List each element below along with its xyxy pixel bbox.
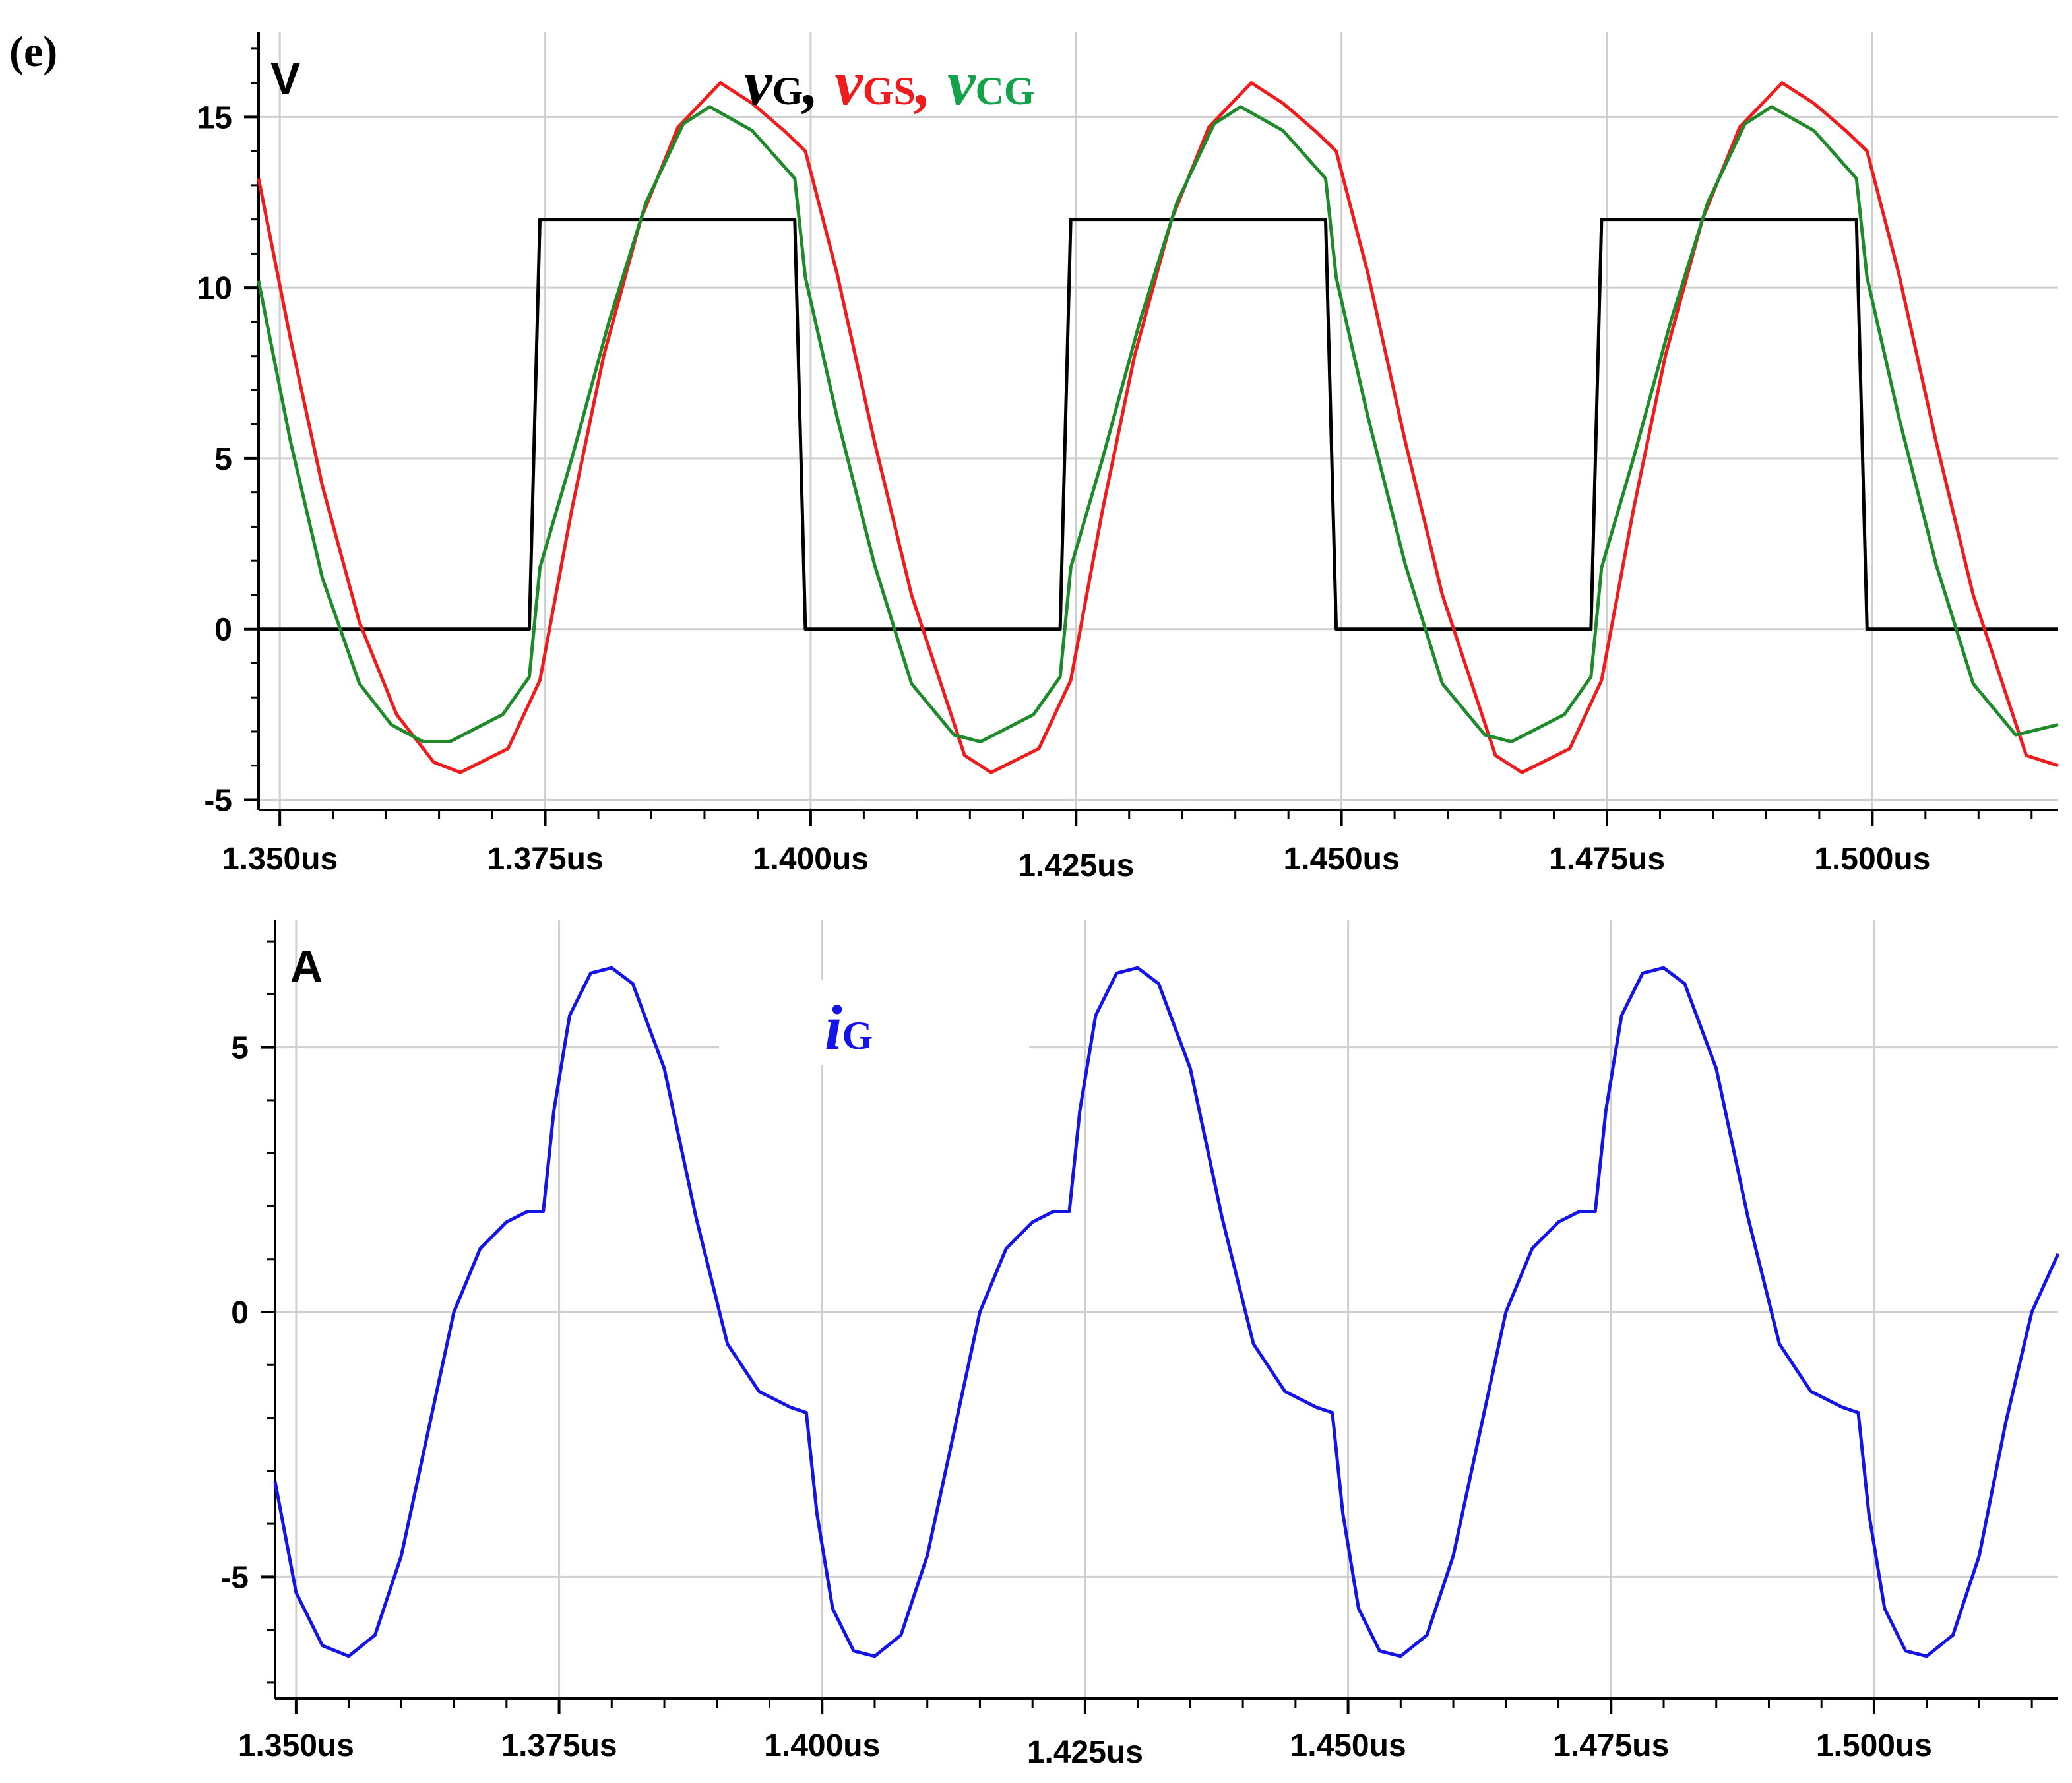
- x-tick-label: 1.400us: [753, 842, 869, 877]
- y-tick-label: 10: [197, 271, 232, 306]
- legend-subscript: G: [842, 1014, 873, 1057]
- x-tick-label: 1.500us: [1814, 842, 1930, 877]
- x-tick-label: 1.350us: [238, 1728, 354, 1763]
- legend-symbol: v: [744, 47, 773, 118]
- legend-symbol: i: [825, 992, 842, 1063]
- legend-symbol: v: [834, 47, 863, 118]
- legend-background: [719, 980, 1029, 1065]
- x-tick-label: 1.500us: [1816, 1728, 1932, 1763]
- x-tick-label: 1.375us: [487, 842, 603, 877]
- y-unit-label: V: [270, 53, 300, 104]
- y-tick-label: -5: [220, 1560, 249, 1595]
- x-tick-label: 1.425us: [1027, 1735, 1143, 1770]
- y-tick-label: 5: [214, 442, 232, 477]
- series-line-vCG: [257, 105, 2059, 743]
- y-tick-label: 0: [214, 613, 232, 648]
- x-tick-label: 1.450us: [1284, 842, 1400, 877]
- legend-subscript: GS: [863, 69, 916, 113]
- x-tick-label: 1.375us: [501, 1728, 617, 1763]
- x-tick-label: 1.350us: [222, 842, 338, 877]
- x-tick-label: 1.475us: [1549, 842, 1665, 877]
- y-tick-label: 15: [197, 100, 232, 135]
- legend-separator: ,: [801, 47, 834, 118]
- x-tick-label: 1.425us: [1018, 848, 1134, 883]
- y-unit-label: A: [290, 941, 323, 991]
- x-tick-label: 1.450us: [1290, 1728, 1406, 1763]
- current-chart: 5 0 -5 1.350us 1.375us 1.400us 1.425us 1.450us 1…: [220, 920, 2060, 1770]
- legend-separator: ,: [914, 47, 947, 118]
- y-tick-label: 5: [231, 1031, 249, 1066]
- series-line-vG: [259, 218, 2058, 631]
- series-line-vGS: [257, 81, 2059, 774]
- x-tick-label: 1.400us: [764, 1728, 880, 1763]
- y-tick-label: 0: [231, 1296, 249, 1330]
- legend: vG, vGS, vCG: [744, 47, 1035, 118]
- series-line-iG: [273, 966, 2060, 1658]
- voltage-chart: 15 10 5 0 -5 1.350us 1.375us 1.400us 1.425us 1.45…: [197, 32, 2059, 883]
- legend: iG: [825, 992, 873, 1063]
- legend-subscript: CG: [976, 69, 1035, 113]
- y-tick-label: -5: [204, 783, 232, 818]
- legend-subscript: G: [772, 69, 803, 113]
- x-tick-label: 1.475us: [1553, 1728, 1669, 1763]
- panel-label: (e): [9, 28, 57, 76]
- legend-symbol: v: [947, 47, 976, 118]
